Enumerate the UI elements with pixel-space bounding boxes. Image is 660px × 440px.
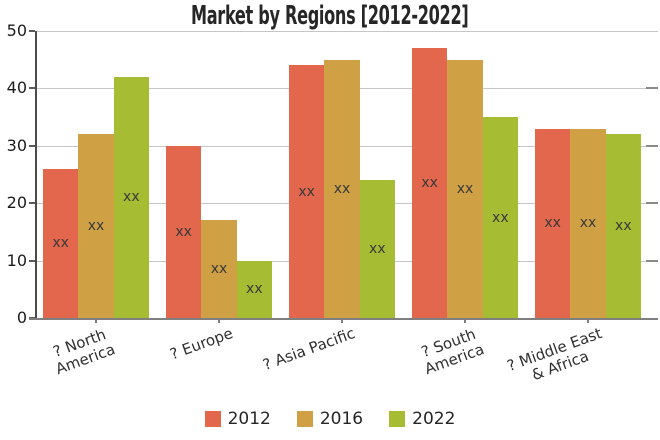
x-category-label: ? North America	[50, 325, 118, 379]
legend-swatch-2012	[204, 411, 221, 427]
x-tick-mark	[95, 318, 97, 323]
bar-2022-4	[605, 134, 641, 318]
bar-value-label: xx	[579, 215, 597, 232]
y-tick-label: 50	[6, 21, 27, 40]
legend-label: 2016	[319, 409, 364, 429]
x-category-label: ? Asia Pacific	[260, 324, 358, 375]
legend-item-2012: 2012	[204, 409, 271, 429]
bar-value-label: xx	[369, 241, 386, 258]
bar-value-label: xx	[87, 218, 105, 235]
legend-label: 2012	[227, 409, 271, 429]
bar-value-label: xx	[615, 218, 632, 235]
bar-value-label: xx	[246, 281, 263, 298]
y-tick-mark-right	[646, 259, 658, 262]
bar-2016-3	[447, 59, 483, 318]
y-tick-mark-right	[646, 202, 658, 205]
bar-2022-2	[359, 180, 395, 318]
bar-value-label: xx	[123, 189, 140, 206]
bar-2012-0	[43, 168, 79, 318]
legend-swatch-2016	[296, 411, 313, 427]
y-gridline	[35, 31, 658, 32]
y-tick-mark	[29, 202, 35, 205]
chart-title-text: Market by Regions [2012-2022]	[191, 1, 469, 31]
legend-item-2016: 2016	[296, 409, 364, 429]
bar-value-label: xx	[421, 175, 438, 192]
y-tick-label: 20	[6, 193, 27, 213]
y-tick-label: 10	[6, 250, 27, 270]
bar-2016-0	[78, 134, 114, 318]
bar-2016-2	[324, 59, 360, 318]
x-tick-mark	[341, 318, 343, 323]
x-tick-mark	[587, 318, 589, 323]
bar-value-label: xx	[492, 209, 509, 226]
x-category-label: ? Europe	[167, 324, 235, 364]
y-tick-mark	[29, 87, 35, 90]
y-tick-mark	[29, 30, 35, 32]
bar-2016-4	[570, 128, 606, 318]
bar-2012-1	[166, 145, 202, 318]
x-category-label: ? Middle East & Africa	[504, 324, 604, 385]
bar-value-label: xx	[544, 215, 561, 232]
bar-value-label: xx	[333, 180, 351, 197]
x-axis-line	[29, 318, 658, 320]
bar-2022-0	[113, 76, 149, 318]
bar-value-label: xx	[210, 261, 228, 278]
legend-label: 2022	[412, 409, 456, 429]
bar-value-label: xx	[298, 183, 315, 200]
y-tick-label: 0	[16, 308, 27, 327]
bar-value-label: xx	[456, 180, 474, 197]
bar-value-label: xx	[175, 223, 192, 240]
chart-title: Market by Regions [2012-2022]	[0, 1, 660, 31]
bar-2012-4	[535, 128, 571, 318]
x-tick-mark	[464, 318, 466, 323]
x-tick-mark	[218, 318, 220, 323]
bar-2016-1	[201, 220, 237, 318]
bar-2012-3	[412, 48, 448, 318]
y-tick-mark-right	[646, 87, 658, 90]
bar-value-label: xx	[52, 235, 69, 252]
y-tick-mark-right	[646, 144, 658, 147]
bar-2022-3	[482, 117, 518, 318]
y-tick-mark	[29, 144, 35, 147]
bar-2012-2	[289, 65, 325, 318]
bar-2022-1	[236, 260, 272, 318]
legend: 2012 2016 2022	[0, 409, 660, 429]
legend-item-2022: 2022	[389, 409, 455, 429]
y-tick-label: 30	[6, 135, 27, 155]
y-axis-line	[35, 31, 37, 318]
y-tick-mark	[29, 259, 35, 262]
x-category-label: ? South America	[419, 325, 487, 379]
legend-swatch-2022	[389, 411, 406, 427]
y-tick-label: 40	[6, 78, 27, 98]
